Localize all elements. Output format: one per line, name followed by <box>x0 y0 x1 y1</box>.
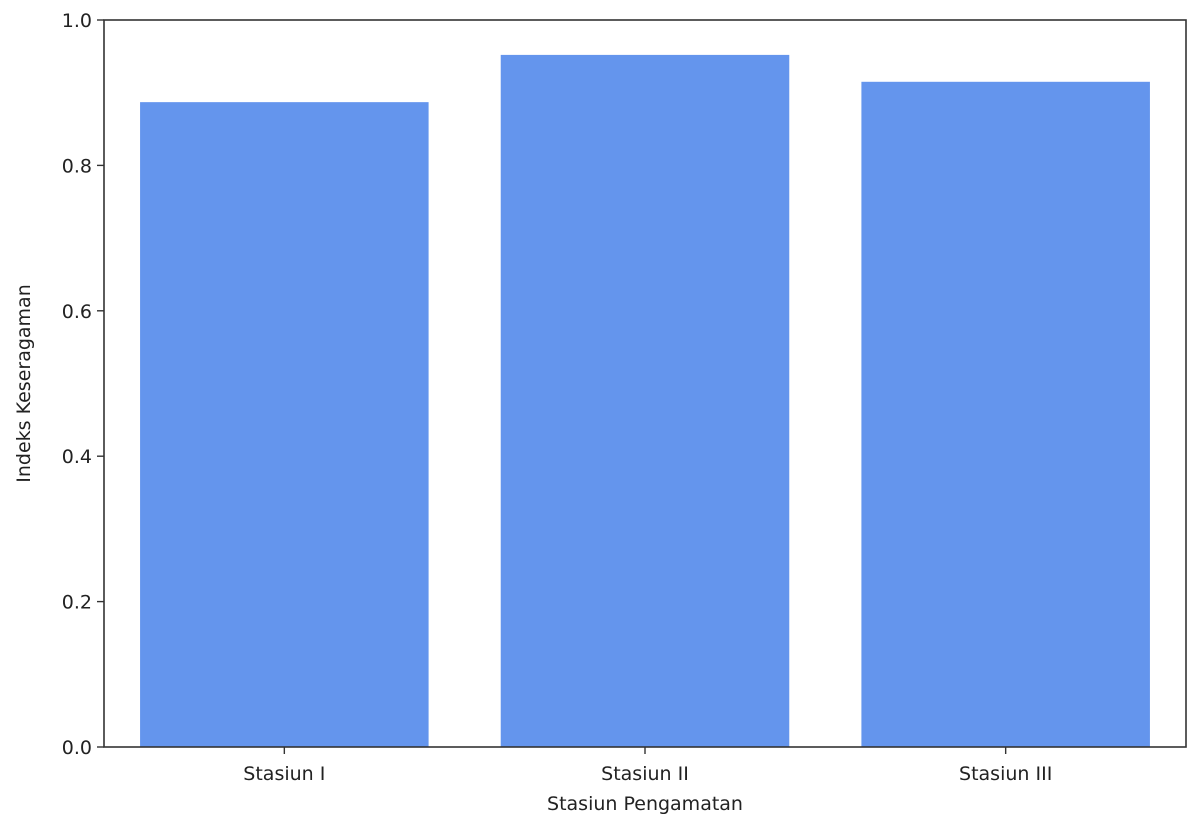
bars <box>140 55 1150 747</box>
y-tick-label: 0.2 <box>62 592 92 614</box>
x-tick-label: Stasiun II <box>601 763 689 785</box>
bar-2 <box>501 55 790 747</box>
y-axis-ticks: 0.0 0.2 0.4 0.6 0.8 1.0 <box>62 10 104 759</box>
y-tick-label: 0.4 <box>62 446 92 468</box>
x-axis-ticks: Stasiun I Stasiun II Stasiun III <box>243 747 1052 785</box>
y-tick-label: 1.0 <box>62 10 92 32</box>
y-tick-label: 0.6 <box>62 301 92 323</box>
y-tick-label: 0.8 <box>62 155 92 177</box>
x-axis-label: Stasiun Pengamatan <box>547 793 743 815</box>
bar-3 <box>861 82 1150 747</box>
bar-1 <box>140 102 429 747</box>
y-axis-label: Indeks Keseragaman <box>13 284 35 482</box>
x-tick-label: Stasiun I <box>243 763 325 785</box>
y-tick-label: 0.0 <box>62 737 92 759</box>
x-tick-label: Stasiun III <box>959 763 1052 785</box>
